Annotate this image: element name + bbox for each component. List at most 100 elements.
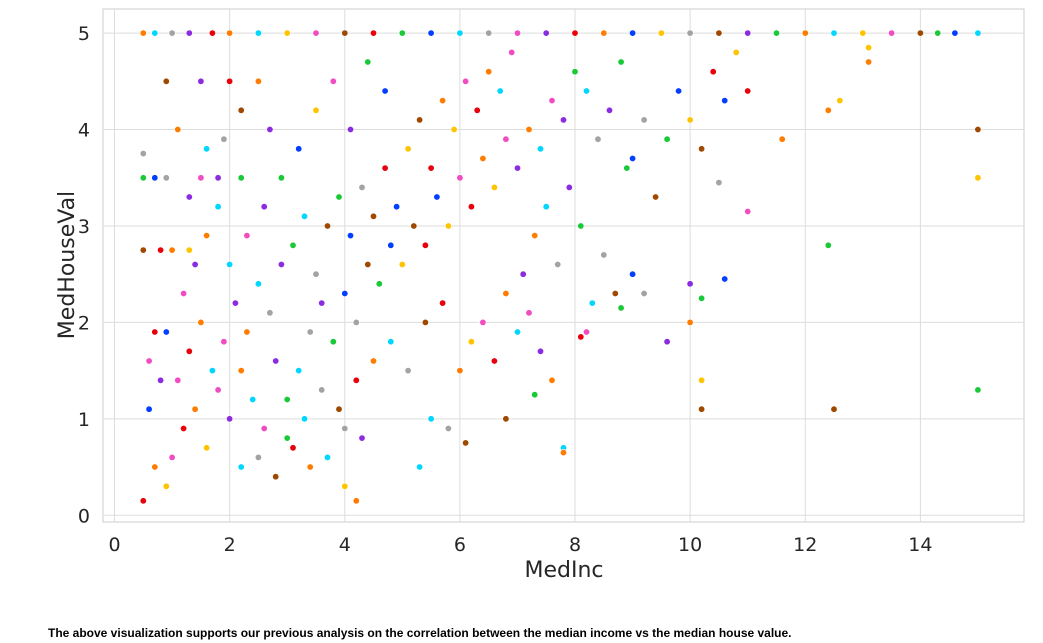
scatter-point [208,29,216,37]
scatter-point [594,135,602,143]
scatter-point [548,376,556,384]
scatter-point [456,29,464,37]
scatter-point [824,241,832,249]
scatter-point [744,87,752,95]
scatter-point [289,241,297,249]
scatter-point [974,174,982,182]
scatter-point [151,174,159,182]
y-tick-label: 2 [78,312,90,334]
scatter-point [974,386,982,394]
scatter-point [508,48,516,56]
scatter-point [266,126,274,134]
scatter-point [571,29,579,37]
scatter-point [473,106,481,114]
x-tick-label: 8 [569,534,581,556]
scatter-point [513,328,521,336]
scatter-point [312,29,320,37]
scatter-point [306,328,314,336]
scatter-point [698,405,706,413]
scatter-point [341,289,349,297]
scatter-point [824,106,832,114]
scatter-point [542,203,550,211]
scatter-point [283,434,291,442]
scatter-point [433,193,441,201]
scatter-point [203,145,211,153]
scatter-point [272,357,280,365]
scatter-point [346,126,354,134]
scatter-point [145,357,153,365]
scatter-point [542,29,550,37]
scatter-point [295,145,303,153]
scatter-point [341,29,349,37]
scatter-point [416,463,424,471]
scatter-point [859,29,867,37]
scatter-point [277,260,285,268]
scatter-point [312,106,320,114]
scatter-point [318,299,326,307]
x-tick-label: 12 [793,534,817,556]
scatter-point [640,289,648,297]
scatter-point [519,270,527,278]
scatter-point [358,434,366,442]
scatter-point [398,260,406,268]
scatter-point [203,444,211,452]
scatter-point [341,482,349,490]
scatter-point [254,280,262,288]
scatter-point [588,299,596,307]
scatter-point [865,58,873,66]
scatter-point [243,328,251,336]
scatter-point [197,77,205,85]
scatter-point [559,449,567,457]
scatter-point [243,232,251,240]
scatter-point [214,174,222,182]
scatter-point [686,318,694,326]
scatter-point [237,463,245,471]
scatter-point [323,222,331,230]
scatter-point [623,164,631,172]
scatter-point [272,473,280,481]
scatter-point [214,203,222,211]
scatter-point [640,116,648,124]
y-tick-label: 5 [78,23,90,45]
scatter-point [744,29,752,37]
scatter-point [335,193,343,201]
scatter-point [421,318,429,326]
scatter-point [772,29,780,37]
scatter-point [220,338,228,346]
scatter-point [151,29,159,37]
scatter-point [686,116,694,124]
scatter-point [629,270,637,278]
scatter-point [888,29,896,37]
scatter-point [513,29,521,37]
scatter-point [450,126,458,134]
scatter-point [744,208,752,216]
scatter-point [180,424,188,432]
scatter-point [439,97,447,105]
scatter-point [185,193,193,201]
x-tick-label: 10 [678,534,702,556]
scatter-point [191,260,199,268]
y-tick-label: 3 [78,216,90,238]
scatter-point [145,405,153,413]
scatter-point [208,367,216,375]
scatter-point [617,304,625,312]
scatter-point [283,395,291,403]
scatter-point [934,29,942,37]
scatter-point [715,179,723,187]
scatter-point [174,376,182,384]
scatter-point [168,453,176,461]
y-tick-label: 1 [78,409,90,431]
scatter-point [525,126,533,134]
scatter-point [214,386,222,394]
scatter-point [151,328,159,336]
scatter-point [387,241,395,249]
scatter-point [721,97,729,105]
scatter-point [559,116,567,124]
scatter-point [629,29,637,37]
scatter-point [329,338,337,346]
scatter-point [335,405,343,413]
scatter-point [467,203,475,211]
scatter-point [801,29,809,37]
scatter-point [364,58,372,66]
